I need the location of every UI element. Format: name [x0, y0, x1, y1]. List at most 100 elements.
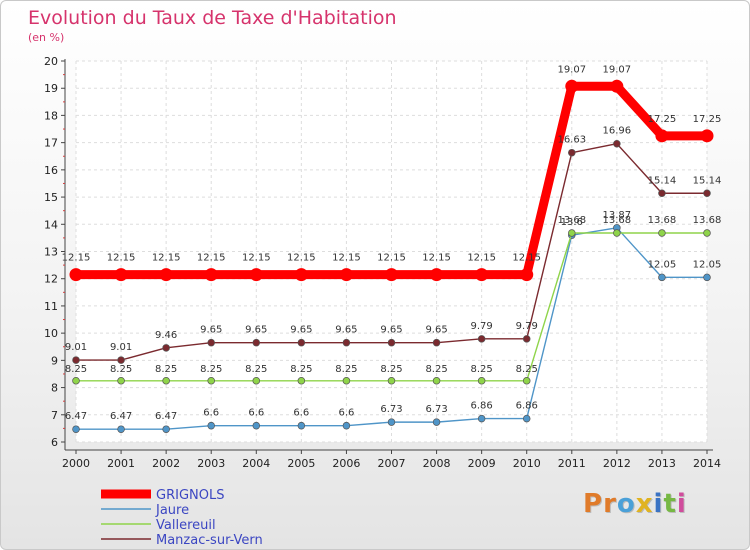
data-label: 9.01: [65, 342, 87, 353]
data-point: [297, 338, 306, 347]
y-tick-label: 7: [51, 409, 58, 422]
x-tick-label: 2011: [558, 457, 586, 470]
y-tick-label: 14: [44, 218, 58, 231]
data-label: 12.15: [107, 253, 136, 264]
data-point: [387, 338, 396, 347]
data-label: 6.86: [516, 401, 538, 412]
x-tick-label: 2004: [242, 457, 270, 470]
x-tick-label: 2009: [468, 457, 496, 470]
logo-letter: i: [653, 489, 664, 519]
data-point: [703, 273, 711, 282]
data-label: 8.25: [155, 364, 177, 375]
data-point: [658, 229, 666, 237]
data-point: [207, 338, 215, 347]
data-point: [568, 148, 576, 157]
data-label: 8.25: [380, 364, 402, 375]
data-label: 12.15: [467, 253, 496, 264]
y-tick-label: 16: [44, 164, 58, 177]
data-label: 8.25: [425, 364, 447, 375]
data-label: 6.6: [248, 408, 264, 419]
data-point: [658, 189, 666, 198]
y-tick-label: 9: [51, 354, 58, 367]
data-point: [162, 425, 170, 433]
data-label: 13.68: [603, 215, 632, 226]
data-point: [477, 335, 486, 343]
data-point: [703, 189, 711, 198]
data-point: [613, 139, 621, 148]
x-tick-label: 2005: [287, 457, 315, 470]
data-label: 15.14: [693, 175, 722, 186]
data-point: [252, 421, 261, 430]
data-label: 8.25: [245, 364, 267, 375]
logo-letter: r: [603, 489, 617, 519]
data-point: [252, 377, 261, 385]
data-label: 6.47: [155, 411, 177, 422]
data-label: 6.6: [203, 408, 219, 419]
data-label: 12.15: [422, 253, 451, 264]
data-point: [72, 356, 80, 364]
data-point: [477, 377, 486, 385]
data-point: [342, 421, 351, 430]
data-label: 6.6: [293, 408, 309, 419]
data-label: 8.25: [516, 364, 538, 375]
data-label: 17.25: [648, 114, 677, 125]
data-point: [703, 229, 711, 237]
data-label: 13.68: [693, 215, 722, 226]
data-label: 12.15: [287, 253, 316, 264]
data-point: [475, 268, 489, 282]
data-point: [387, 418, 396, 426]
data-point: [477, 414, 486, 423]
data-label: 9.65: [425, 325, 447, 336]
data-label: 16.96: [603, 126, 632, 137]
data-point: [297, 377, 306, 385]
y-tick-label: 17: [44, 137, 58, 150]
data-label: 19.07: [557, 64, 586, 75]
x-tick-label: 2007: [378, 457, 406, 470]
data-point: [252, 338, 261, 347]
data-point: [342, 338, 351, 347]
y-tick-label: 13: [44, 246, 58, 259]
data-label: 6.73: [380, 404, 402, 415]
data-label: 12.15: [512, 253, 541, 264]
data-point: [520, 268, 534, 282]
data-point: [294, 268, 308, 282]
data-point: [522, 414, 531, 423]
data-point: [204, 268, 218, 282]
data-label: 12.05: [648, 259, 677, 270]
chart-title: Evolution du Taux de Taxe d'Habitation: [28, 7, 397, 29]
y-tick-label: 12: [44, 273, 58, 286]
data-label: 9.65: [245, 325, 267, 336]
logo-letter: o: [616, 489, 636, 519]
data-label: 8.25: [65, 364, 87, 375]
data-label: 6.86: [471, 401, 493, 412]
data-label: 6.6: [338, 408, 354, 419]
data-point: [565, 79, 579, 93]
x-tick-label: 2008: [423, 457, 451, 470]
data-point: [432, 377, 441, 385]
logo-letter: x: [635, 489, 654, 519]
data-label: 16.63: [557, 135, 586, 146]
data-point: [162, 377, 170, 385]
data-point: [162, 344, 170, 352]
data-label: 9.01: [110, 342, 132, 353]
data-point: [114, 268, 128, 282]
y-tick-label: 18: [44, 109, 58, 122]
data-label: 12.15: [377, 253, 406, 264]
data-label: 9.65: [290, 325, 312, 336]
data-label: 9.65: [200, 325, 222, 336]
data-point: [522, 377, 531, 385]
data-point: [297, 421, 306, 430]
data-label: 13.87: [603, 210, 632, 221]
data-point: [72, 425, 80, 433]
data-point: [249, 268, 263, 282]
data-point: [700, 129, 714, 143]
logo-letter: P: [583, 489, 604, 519]
data-point: [655, 129, 669, 143]
legend-label: GRIGNOLS: [156, 488, 224, 503]
y-tick-label: 15: [44, 191, 58, 204]
data-point: [432, 338, 441, 347]
data-label: 8.25: [110, 364, 132, 375]
data-point: [610, 79, 624, 93]
x-tick-label: 2013: [648, 457, 676, 470]
